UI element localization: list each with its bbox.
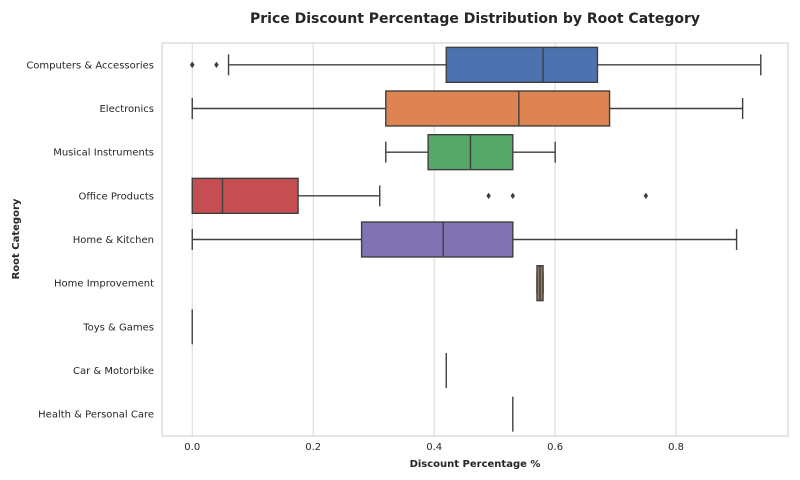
- y-tick-label: Car & Motorbike: [73, 366, 154, 377]
- x-tick-labels: 0.0 0.2 0.4 0.6 0.8: [184, 442, 684, 453]
- box-iqr: [445, 46, 599, 83]
- outlier-point: [510, 192, 516, 200]
- y-tick-label: Musical Instruments: [53, 148, 154, 159]
- y-tick-label: Computers & Accessories: [26, 60, 154, 71]
- plot-frame: [161, 42, 789, 437]
- box-group: [190, 46, 762, 83]
- x-tick-label: 0.0: [184, 442, 200, 453]
- y-tick-label: Home & Kitchen: [73, 235, 154, 246]
- y-tick-label: Electronics: [99, 104, 154, 115]
- y-tick-label: Home Improvement: [54, 279, 154, 290]
- outlier-point: [214, 61, 219, 69]
- y-tick-label: Office Products: [78, 191, 154, 202]
- box-group: [191, 90, 744, 127]
- box-group: [536, 265, 544, 302]
- box-iqr: [385, 90, 611, 127]
- y-axis-label: Root Category: [11, 198, 22, 279]
- outlier-point: [190, 61, 195, 69]
- outlier-point: [486, 192, 491, 200]
- box-iqr: [191, 177, 299, 215]
- box-group: [191, 221, 738, 258]
- outlier-point: [643, 192, 649, 200]
- chart-title: Price Discount Percentage Distribution b…: [250, 11, 700, 27]
- box-group: [191, 177, 649, 215]
- box-layer: [190, 46, 762, 432]
- box-group: [385, 133, 556, 171]
- x-tick-label: 0.2: [305, 442, 321, 453]
- x-tick-label: 0.6: [547, 442, 563, 453]
- y-tick-label: Health & Personal Care: [38, 410, 154, 421]
- x-axis-label: Discount Percentage %: [410, 459, 541, 470]
- x-tick-label: 0.4: [426, 442, 442, 453]
- box-iqr: [360, 221, 514, 258]
- y-tick-labels: Computers & Accessories Electronics Musica…: [26, 60, 154, 420]
- y-tick-label: Toys & Games: [82, 322, 154, 333]
- x-tick-label: 0.8: [668, 442, 684, 453]
